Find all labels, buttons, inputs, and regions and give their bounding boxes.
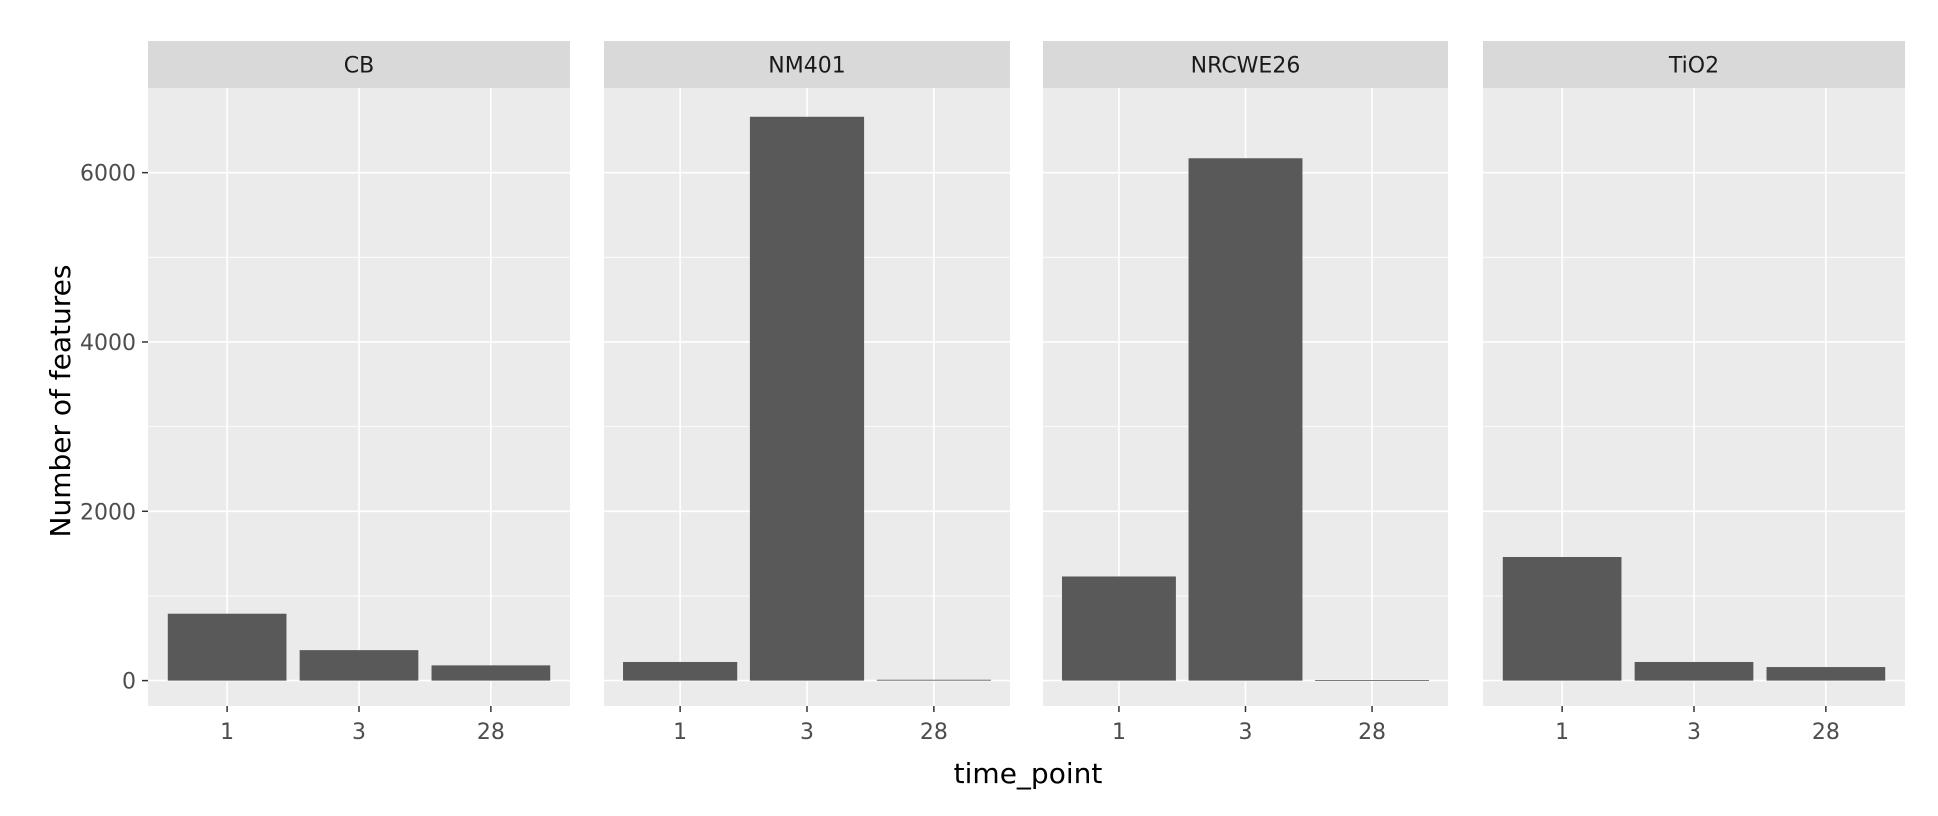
facet-strip-label: CB bbox=[344, 54, 374, 79]
x-tick-label: 1 bbox=[220, 720, 234, 745]
facet-strip bbox=[1483, 41, 1905, 88]
x-tick-label: 28 bbox=[1812, 720, 1840, 745]
bar bbox=[1315, 680, 1430, 681]
bar bbox=[1502, 557, 1622, 681]
x-axis-title: time_point bbox=[954, 757, 1103, 790]
facet-strip bbox=[148, 41, 570, 88]
y-axis-title: Number of features bbox=[44, 265, 77, 538]
x-tick-label: 3 bbox=[1239, 720, 1253, 745]
x-tick-label: 28 bbox=[1358, 720, 1386, 745]
bar bbox=[1188, 158, 1303, 681]
bar bbox=[749, 116, 865, 681]
y-axis: 0 2000 4000 6000 bbox=[80, 162, 148, 695]
y-tick-label: 0 bbox=[122, 670, 136, 695]
facet-tio2: TiO2 1 3 28 bbox=[1483, 41, 1905, 745]
bar bbox=[1061, 576, 1176, 681]
bar bbox=[299, 650, 419, 681]
x-tick-label: 1 bbox=[1555, 720, 1569, 745]
y-tick-label: 4000 bbox=[80, 331, 136, 356]
facet-nm401: NM401 1 3 28 bbox=[604, 41, 1010, 745]
x-tick-label: 28 bbox=[477, 720, 505, 745]
bar bbox=[623, 661, 738, 681]
x-tick-label: 1 bbox=[1112, 720, 1126, 745]
x-tick-label: 3 bbox=[352, 720, 366, 745]
x-tick-label: 1 bbox=[673, 720, 687, 745]
y-tick-label: 6000 bbox=[80, 162, 136, 187]
facet-strip-label: NRCWE26 bbox=[1191, 54, 1301, 79]
x-tick-label: 3 bbox=[1687, 720, 1701, 745]
bar bbox=[431, 665, 551, 681]
facet-nrcwe26: NRCWE26 1 3 28 bbox=[1043, 41, 1448, 745]
bar bbox=[1766, 667, 1886, 681]
facet-panels: CB 1 3 28 NM401 1 3 28 NRCWE26 1 3 28 TiO2 1 3 28 bbox=[148, 41, 1905, 745]
bar bbox=[167, 613, 287, 681]
facet-strip bbox=[1043, 41, 1448, 88]
x-tick-label: 28 bbox=[920, 720, 948, 745]
bar bbox=[876, 679, 991, 681]
facet-cb: CB 1 3 28 bbox=[148, 41, 570, 745]
facet-strip-label: NM401 bbox=[768, 54, 845, 79]
facet-strip bbox=[604, 41, 1010, 88]
bar bbox=[1634, 661, 1754, 681]
facet-strip-label: TiO2 bbox=[1668, 54, 1719, 79]
y-tick-label: 2000 bbox=[80, 500, 136, 525]
x-tick-label: 3 bbox=[800, 720, 814, 745]
